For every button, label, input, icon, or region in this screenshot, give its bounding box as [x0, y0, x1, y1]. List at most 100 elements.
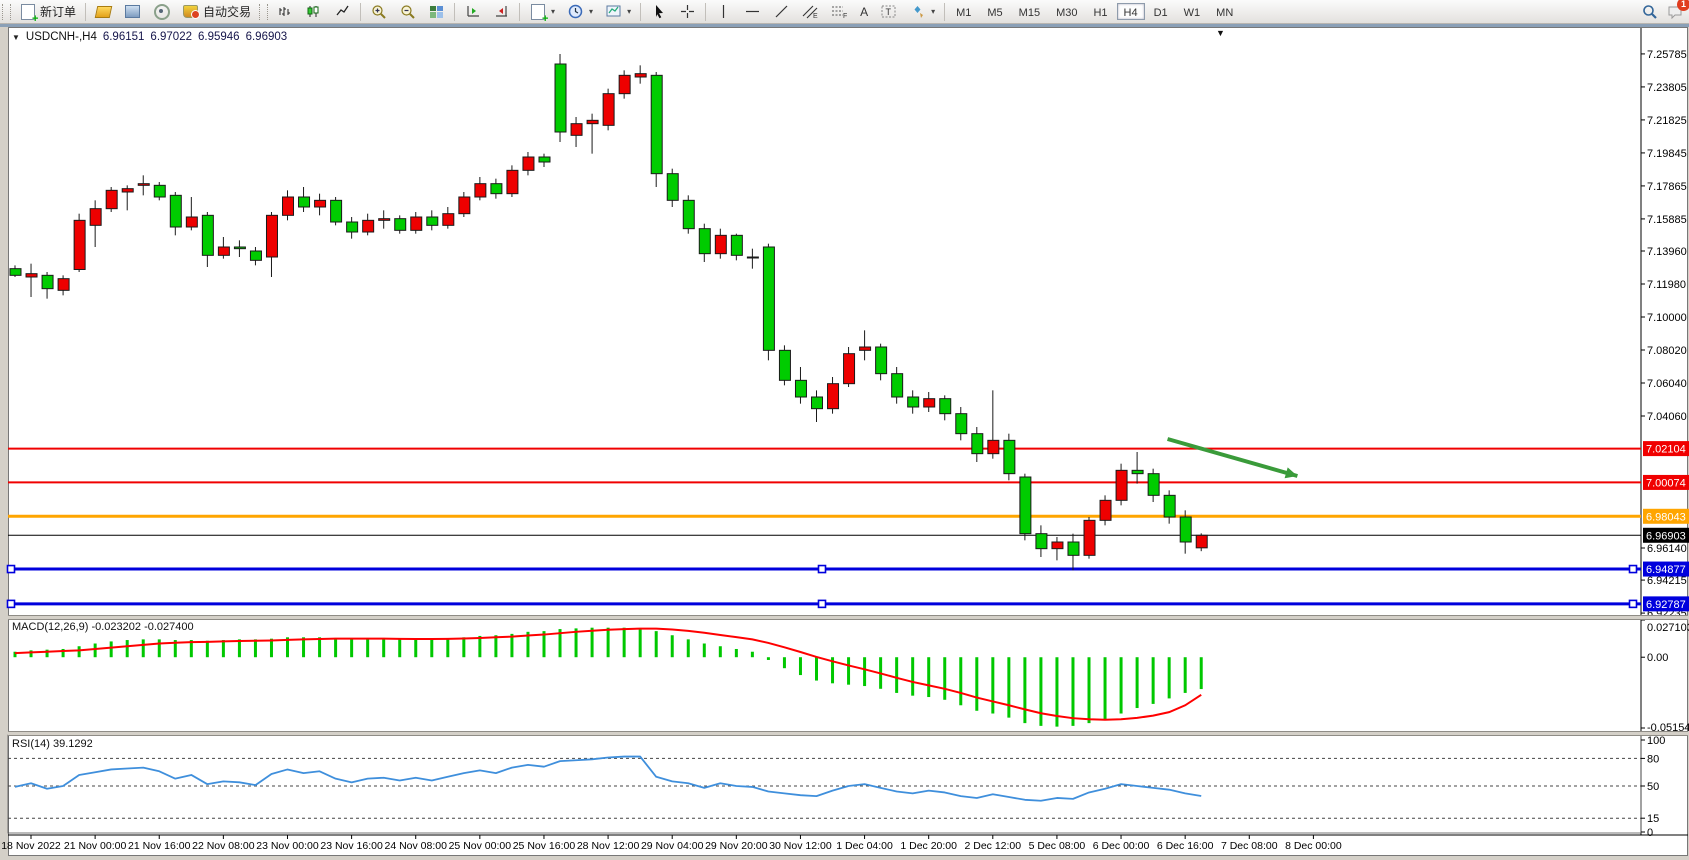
candlestick-chart-button[interactable] [299, 0, 328, 23]
timeframe-h1-button[interactable]: H1 [1086, 3, 1114, 20]
cursor-icon [650, 3, 667, 20]
tile-windows-button[interactable] [422, 0, 451, 23]
bar-chart-button[interactable] [270, 0, 299, 23]
rsi-indicator-label: RSI(14) 39.1292 [12, 738, 93, 750]
svg-text:6.92787: 6.92787 [1646, 599, 1686, 611]
fibonacci-tool[interactable]: F [825, 0, 854, 23]
svg-text:1 Dec 04:00: 1 Dec 04:00 [836, 840, 893, 852]
deposit-button[interactable] [89, 0, 118, 23]
auto-trading-icon [182, 3, 201, 20]
toolbar-grip[interactable] [259, 3, 269, 20]
new-chart-dropdown[interactable]: + ▾ [523, 0, 561, 25]
signals-button[interactable] [147, 0, 176, 23]
text-tool[interactable]: A [854, 0, 874, 23]
bar-close-value: 6.96903 [245, 31, 288, 43]
arrow-annotation[interactable] [1167, 437, 1298, 479]
text-tool-icon: A [860, 4, 869, 19]
panel-splitter-macd[interactable] [8, 615, 1688, 620]
svg-text:0: 0 [1647, 827, 1653, 839]
line-handle[interactable] [6, 564, 16, 574]
timeframe-mn-button[interactable]: MN [1209, 3, 1240, 20]
chart-title: ▼ USDCNH-,H4 6.96151 6.97022 6.95946 6.9… [12, 30, 287, 44]
svg-text:6 Dec 00:00: 6 Dec 00:00 [1093, 840, 1150, 852]
crosshair-button[interactable] [673, 0, 702, 23]
rsi-panel: 100 80 50 15 0 [8, 735, 1665, 839]
chevron-down-icon: ▾ [589, 7, 594, 16]
chevron-down-icon: ▾ [551, 7, 556, 16]
trendline-tool[interactable] [767, 0, 796, 23]
svg-text:7.23805: 7.23805 [1647, 82, 1687, 94]
chart-shift-icon [493, 3, 510, 20]
tile-windows-icon [428, 3, 445, 20]
line-handle[interactable] [1628, 599, 1638, 609]
svg-text:0.00: 0.00 [1647, 652, 1668, 664]
svg-text:8 Dec 00:00: 8 Dec 00:00 [1285, 840, 1342, 852]
svg-text:E: E [813, 13, 818, 19]
svg-text:22 Nov 08:00: 22 Nov 08:00 [192, 840, 255, 852]
svg-text:7.21825: 7.21825 [1647, 115, 1687, 127]
periods-dropdown[interactable]: ▾ [561, 0, 599, 23]
line-handle[interactable] [817, 564, 827, 574]
price-axis-labels: 7.25785 7.23805 7.21825 7.19845 7.17865 7.158… [1641, 49, 1689, 620]
timeframe-h4-button[interactable]: H4 [1116, 3, 1145, 20]
line-handle[interactable] [817, 599, 827, 609]
crosshair-icon [679, 3, 696, 20]
svg-text:7.00074: 7.00074 [1646, 477, 1686, 489]
line-chart-button[interactable] [328, 0, 357, 23]
deposit-icon [94, 3, 113, 20]
channel-tool[interactable]: E [796, 0, 825, 23]
timeframe-d1-button[interactable]: D1 [1147, 3, 1175, 20]
new-order-button[interactable]: + 新订单 [13, 0, 82, 25]
timeframe-m15-button[interactable]: M15 [1012, 3, 1047, 20]
line-handle[interactable] [1628, 564, 1638, 574]
chart-shift-button[interactable] [487, 0, 516, 23]
svg-text:6.96903: 6.96903 [1646, 530, 1686, 542]
svg-text:5 Dec 08:00: 5 Dec 08:00 [1029, 840, 1086, 852]
chart-dropdown-icon[interactable]: ▼ [12, 32, 20, 42]
cursor-button[interactable] [644, 0, 673, 23]
auto-scroll-button[interactable] [458, 0, 487, 23]
new-order-label: 新订单 [40, 5, 77, 19]
publisher-button[interactable] [118, 0, 147, 23]
line-handle[interactable] [6, 599, 16, 609]
search-icon[interactable] [1641, 3, 1658, 20]
svg-text:T: T [885, 7, 891, 17]
svg-text:7.04060: 7.04060 [1647, 411, 1687, 423]
zoom-out-button[interactable] [393, 0, 422, 23]
toolbar-separator [944, 2, 946, 21]
shapes-dropdown[interactable]: ▾ [903, 0, 941, 23]
svg-text:6.96140: 6.96140 [1647, 543, 1687, 555]
svg-text:6.98043: 6.98043 [1646, 511, 1686, 523]
timeframe-m5-button[interactable]: M5 [980, 3, 1009, 20]
price-label-box [1643, 474, 1689, 490]
timeframe-w1-button[interactable]: W1 [1177, 3, 1208, 20]
notification-badge: 1 [1677, 0, 1689, 11]
svg-text:25 Nov 00:00: 25 Nov 00:00 [449, 840, 512, 852]
chart-menu-caret-icon[interactable]: ▼ [1216, 28, 1225, 38]
svg-text:21 Nov 00:00: 21 Nov 00:00 [64, 840, 127, 852]
svg-text:21 Nov 16:00: 21 Nov 16:00 [128, 840, 191, 852]
label-tool[interactable]: T [874, 0, 903, 23]
horizontal-line-tool[interactable] [738, 0, 767, 23]
chevron-down-icon: ▾ [931, 7, 936, 16]
svg-text:15: 15 [1647, 813, 1659, 825]
timeframe-m1-button[interactable]: M1 [949, 3, 978, 20]
toolbar-grip[interactable] [2, 3, 11, 20]
auto-trading-label: 自动交易 [203, 5, 252, 19]
vertical-line-tool[interactable] [709, 0, 738, 23]
timeframe-m30-button[interactable]: M30 [1049, 3, 1084, 20]
svg-text:7.02104: 7.02104 [1646, 444, 1686, 456]
bar-low-value: 6.95946 [198, 31, 240, 43]
svg-text:28 Nov 12:00: 28 Nov 12:00 [577, 840, 640, 852]
svg-text:0.027103: 0.027103 [1647, 622, 1689, 634]
chart-symbol-timeframe: USDCNH-,H4 [25, 31, 97, 43]
toolbar-separator [705, 2, 707, 21]
auto-trading-button[interactable]: 自动交易 [176, 0, 257, 23]
notifications-button[interactable]: 1 [1666, 0, 1689, 20]
panel-splitter-rsi[interactable] [8, 731, 1688, 736]
zoom-in-button[interactable] [364, 0, 393, 23]
svg-text:80: 80 [1647, 753, 1659, 765]
templates-dropdown[interactable]: ▾ [599, 0, 637, 23]
price-label-box [1643, 561, 1689, 577]
candles-layer [9, 54, 1208, 571]
